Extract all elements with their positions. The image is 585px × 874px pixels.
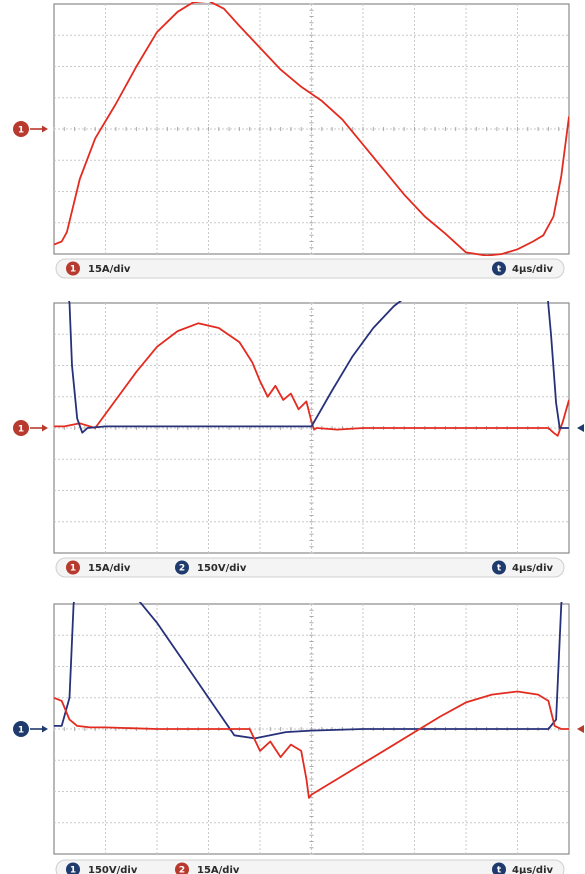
status-scale-label: 4µs/div	[512, 264, 554, 275]
status-badge-label: 2	[179, 866, 185, 874]
status-scale-label: 15A/div	[88, 264, 131, 275]
channel-marker-right	[577, 725, 584, 733]
channel-badge-label: 1	[18, 726, 24, 736]
status-item: 1 15A/div	[66, 261, 131, 276]
marker-arrow-head	[42, 725, 48, 733]
status-scale-label: 150V/div	[88, 865, 138, 874]
status-badge	[175, 862, 189, 874]
status-bar: 1 15A/div 2 150V/div t 4µs/div	[55, 557, 565, 578]
status-bar: 1 150V/div 2 15A/div t 4µs/div	[55, 859, 565, 874]
scope-panel-3: 1 1 150V/div 2 15A/div t 4µs/div	[13, 602, 584, 874]
channel-marker-left: 1	[13, 721, 48, 737]
status-item: t 4µs/div	[492, 261, 554, 276]
marker-arrow-head	[42, 125, 48, 133]
status-item: 2 150V/div	[175, 560, 247, 575]
trace-red	[54, 690, 569, 799]
status-item: t 4µs/div	[492, 862, 554, 874]
status-bar-background	[55, 557, 565, 578]
status-item: 1 15A/div	[66, 560, 131, 575]
trace-blue	[68, 301, 569, 434]
status-badge	[66, 560, 80, 575]
status-item: 2 15A/div	[175, 862, 240, 874]
status-badge	[175, 560, 189, 575]
channel-badge	[13, 121, 29, 137]
status-badge-label: 1	[70, 866, 76, 874]
status-badge-label: 2	[179, 564, 185, 574]
status-bar-background	[55, 258, 565, 279]
minor-ticks	[53, 3, 570, 255]
scope-panel-2: 1 1 15A/div 2 150V/div t 4µs/div	[13, 301, 584, 578]
status-badge	[66, 261, 80, 276]
channel-badge	[13, 420, 29, 436]
channel-marker-left: 1	[13, 420, 48, 436]
status-badge-label: t	[497, 564, 502, 574]
status-badge-label: t	[497, 265, 502, 275]
status-scale-label: 4µs/div	[512, 865, 554, 874]
status-badge	[492, 862, 506, 874]
status-badge-label: 1	[70, 265, 76, 275]
marker-arrow-head	[42, 424, 48, 432]
status-badge-label: 1	[70, 564, 76, 574]
channel-marker-left: 1	[13, 121, 48, 137]
status-scale-label: 15A/div	[88, 563, 131, 574]
minor-ticks	[53, 603, 570, 855]
trace-red	[54, 322, 569, 437]
status-badge	[492, 261, 506, 276]
scope-panel-1: 1 1 15A/div t 4µs/div	[13, 2, 570, 279]
status-scale-label: 15A/div	[197, 865, 240, 874]
status-badge	[492, 560, 506, 575]
channel-badge	[13, 721, 29, 737]
status-item: t 4µs/div	[492, 560, 554, 575]
status-scale-label: 4µs/div	[512, 563, 554, 574]
channel-badge-label: 1	[18, 126, 24, 136]
status-bar: 1 15A/div t 4µs/div	[55, 258, 565, 279]
channel-badge-label: 1	[18, 425, 24, 435]
status-item: 1 150V/div	[66, 862, 138, 874]
trace-red	[54, 2, 569, 256]
channel-marker-right	[577, 424, 584, 432]
status-badge	[66, 862, 80, 874]
status-badge-label: t	[497, 866, 502, 874]
status-scale-label: 150V/div	[197, 563, 247, 574]
